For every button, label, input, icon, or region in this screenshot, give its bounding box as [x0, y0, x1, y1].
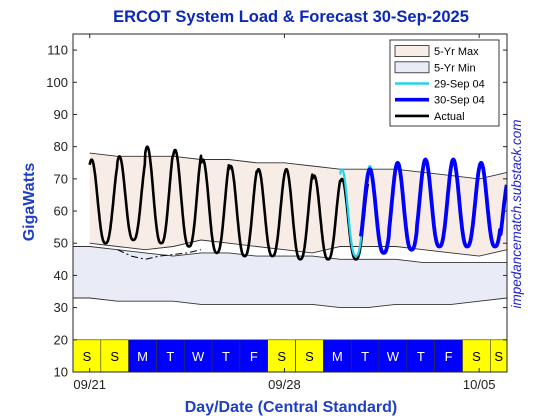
chart-title: ERCOT System Load & Forecast 30-Sep-2025 — [113, 8, 469, 26]
dashdot-layer — [117, 249, 202, 260]
band-5yr-min — [73, 246, 507, 308]
day-label: S — [110, 349, 119, 364]
day-label: S — [83, 349, 92, 364]
x-tick-label: 09/28 — [268, 377, 301, 392]
legend-label: 5-Yr Min — [434, 62, 476, 74]
legend: 5-Yr Max 5-Yr Min 29-Sep 04 30-Sep 04 Actual — [389, 39, 500, 127]
side-note: impedancematch.substack.com — [509, 119, 524, 308]
y-axis-label: GigaWatts — [21, 163, 38, 242]
legend-label: Actual — [434, 111, 465, 123]
day-cell-7 — [267, 339, 296, 373]
x-tick-label: 09/21 — [73, 377, 106, 392]
day-cell-9 — [323, 339, 352, 373]
day-label: S — [472, 349, 481, 364]
y-tick-label: 70 — [54, 171, 68, 186]
band-edge-max-band-low — [89, 239, 507, 257]
x-axis: 09/21 09/28 10/05 — [73, 34, 495, 392]
y-tick-label: 90 — [54, 107, 68, 122]
day-label: F — [250, 349, 258, 364]
day-label: M — [332, 349, 343, 364]
y-tick-label: 100 — [46, 75, 68, 90]
series-actual — [88, 145, 370, 261]
day-label: S — [305, 349, 314, 364]
y-tick-label: 80 — [54, 139, 68, 154]
day-label: F — [445, 349, 453, 364]
day-cell-11 — [378, 339, 408, 373]
y-tick-label: 60 — [54, 204, 68, 219]
lines-layer — [88, 145, 507, 261]
y-tick-label: 30 — [54, 300, 68, 315]
day-label: M — [137, 349, 148, 364]
plot-frame — [72, 33, 508, 373]
x-tick-label: 10/05 — [463, 377, 496, 392]
y-tick-label: 50 — [54, 236, 68, 251]
day-cell-6 — [239, 339, 268, 373]
y-tick-label: 40 — [54, 268, 68, 283]
day-label: W — [387, 349, 400, 364]
y-axis: 10 20 30 40 50 60 70 80 90 100 110 — [46, 43, 507, 380]
day-label: T — [417, 349, 425, 364]
legend-swatch — [394, 45, 430, 57]
day-cell-10 — [350, 339, 380, 373]
day-label: S — [277, 349, 286, 364]
day-label: W — [192, 349, 205, 364]
day-cell-2 — [128, 339, 157, 373]
legend-label: 30-Sep 04 — [434, 95, 485, 107]
actual-dashdot-line — [117, 249, 202, 260]
day-label: T — [166, 349, 174, 364]
band-edge-min-band-low — [73, 297, 507, 309]
series-30-sep-04 — [359, 157, 507, 255]
x-axis-label: Day/Date (Central Standard) — [185, 399, 398, 416]
band-edge-5-yr-max — [89, 152, 507, 180]
legend-swatch — [394, 61, 430, 74]
day-cell-5 — [211, 339, 241, 373]
day-label: S — [494, 349, 503, 364]
y-tick-label: 20 — [54, 332, 68, 347]
day-label: T — [222, 349, 230, 364]
legend-label: 29-Sep 04 — [434, 79, 485, 91]
y-tick-label: 110 — [47, 43, 68, 58]
day-cell-14 — [462, 339, 491, 373]
y-tick-label: 10 — [54, 365, 68, 380]
legend-label: 5-Yr Max — [434, 46, 479, 58]
band-edge-5-yr-min — [73, 246, 507, 264]
day-label: T — [361, 349, 369, 364]
